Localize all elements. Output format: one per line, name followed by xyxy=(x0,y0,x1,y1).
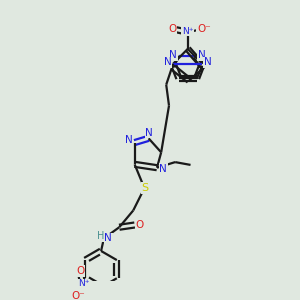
Text: N⁺: N⁺ xyxy=(182,27,194,36)
Text: N: N xyxy=(198,50,206,60)
Text: O: O xyxy=(168,24,176,34)
Text: H: H xyxy=(97,231,104,241)
Text: N: N xyxy=(204,57,212,67)
Text: N: N xyxy=(159,164,167,174)
Text: S: S xyxy=(142,183,149,193)
Text: O: O xyxy=(136,220,144,230)
Text: N: N xyxy=(169,50,177,60)
Text: N: N xyxy=(124,135,132,145)
Text: O: O xyxy=(76,266,84,276)
Text: N⁺: N⁺ xyxy=(78,279,89,288)
Text: N: N xyxy=(164,57,172,67)
Text: O⁻: O⁻ xyxy=(72,291,86,300)
Text: N: N xyxy=(145,128,153,138)
Text: N: N xyxy=(104,233,112,243)
Text: O⁻: O⁻ xyxy=(197,24,211,34)
